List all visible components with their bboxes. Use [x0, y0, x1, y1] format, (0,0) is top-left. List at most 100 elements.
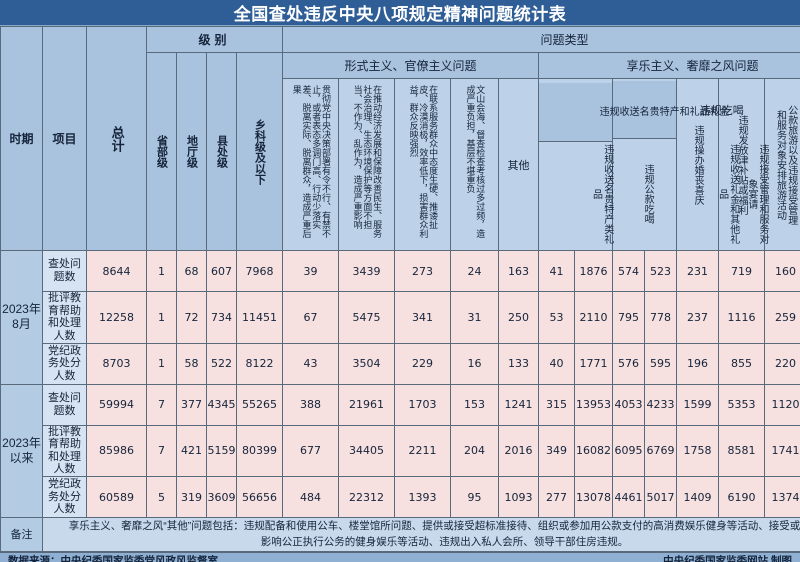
data-cell: 13953 — [574, 383, 614, 426]
data-cell: 3439 — [338, 250, 396, 292]
data-cell: 133 — [498, 342, 540, 385]
data-cell: 7 — [146, 424, 177, 478]
table-container: 时期 项目 总计 级别 问题类型 省部级 — [0, 26, 800, 552]
data-cell: 1741 — [764, 424, 800, 478]
data-cell: 5475 — [338, 291, 396, 344]
header-item: 项目 — [42, 26, 87, 251]
header-level-county: 县处级 — [206, 52, 237, 251]
data-cell: 734 — [206, 291, 237, 344]
data-cell: 595 — [644, 342, 678, 385]
data-cell: 421 — [176, 424, 207, 478]
header-col-travel: 公款旅游以及违规接受管理和服务对象安排旅游活动 — [764, 78, 800, 251]
data-cell: 34405 — [338, 424, 396, 478]
data-cell: 231 — [676, 250, 720, 292]
data-cell: 574 — [612, 250, 646, 292]
data-cell: 160 — [764, 250, 800, 292]
header-row-subgroups: 省部级 地厅级 县处级 乡科级及以下 形式主义、官僚主义问题 享乐主义、奢靡之风… — [1, 52, 800, 251]
page-title-bar: 全国查处违反中央八项规定精神问题统计表 — [0, 0, 800, 26]
table-row: 2023年8月 查处问题数 8644 1 68 607 7968 39 3439 273 24 163… — [0, 250, 800, 385]
header-col-formalism-3: 在联系服务群众中态度生硬、推诿扯皮、冷漠消极，效率低下，损害群众利益，群众反映强… — [394, 78, 452, 251]
footer-credit: 中央纪委国家监委网站 制图 — [663, 554, 792, 562]
header-problem-type-group: 问题类型 — [282, 26, 800, 53]
data-cell: 259 — [764, 291, 800, 344]
remarks-row: 备注 享乐主义、奢靡之风“其他”问题包括：违规配备和使用公车、楼堂馆所问题、提供… — [0, 517, 800, 552]
data-cell: 41 — [538, 250, 576, 292]
table-row: 批评教育帮助和处理人数 85986 7 421 5159 80399 677 34405 221… — [1, 424, 800, 478]
data-cell: 1374 — [764, 476, 800, 519]
data-cell: 8703 — [86, 342, 147, 385]
data-cell: 7 — [146, 383, 177, 426]
data-cell: 319 — [176, 476, 207, 519]
data-cell: 55265 — [235, 383, 284, 426]
data-cell: 1771 — [574, 342, 614, 385]
data-cell: 6095 — [612, 424, 646, 478]
table-row: 党纪政务处分人数 8703 1 58 522 8122 43 3504 229 16 133 40 17… — [1, 342, 800, 385]
data-cell: 8581 — [718, 424, 766, 478]
data-cell: 250 — [498, 291, 540, 344]
data-cell: 4461 — [612, 476, 646, 519]
data-cell: 153 — [450, 383, 500, 426]
data-cell: 719 — [718, 250, 766, 292]
data-cell: 1116 — [718, 291, 766, 344]
data-cell: 1 — [146, 291, 177, 344]
data-cell: 5353 — [718, 383, 766, 426]
header-col-public-dining: 违规公款吃喝 — [613, 138, 684, 249]
header-row-groups: 时期 项目 总计 级别 问题类型 — [0, 26, 800, 251]
header-hedonism-group: 享乐主义、奢靡之风问题 — [538, 52, 800, 79]
data-cell: 349 — [538, 424, 576, 478]
data-cell: 5159 — [206, 424, 237, 478]
data-cell: 229 — [394, 342, 452, 385]
data-cell: 21961 — [338, 383, 396, 426]
row-label: 党纪政务处分人数 — [42, 342, 87, 385]
data-cell: 522 — [206, 342, 237, 385]
row-label: 查处问题数 — [42, 383, 87, 426]
data-cell: 196 — [676, 342, 720, 385]
data-cell: 576 — [612, 342, 646, 385]
data-cell: 778 — [644, 291, 678, 344]
data-cell: 1876 — [574, 250, 614, 292]
data-cell: 163 — [498, 250, 540, 292]
data-cell: 4345 — [206, 383, 237, 426]
data-cell: 341 — [394, 291, 452, 344]
remarks-text: 享乐主义、奢靡之风“其他”问题包括：违规配备和使用公车、楼堂馆所问题、提供或接受… — [41, 517, 800, 552]
data-cell: 22312 — [338, 476, 396, 519]
footer-bar: 数据来源：中央纪委国家监委党风政风监督室 中央纪委国家监委网站 制图 — [0, 551, 800, 562]
data-cell: 56656 — [235, 476, 284, 519]
data-cell: 3504 — [338, 342, 396, 385]
data-cell: 388 — [282, 383, 340, 426]
table-body: 2023年8月 查处问题数 8644 1 68 607 7968 39 3439 273 24 163… — [0, 250, 800, 519]
data-cell: 6769 — [644, 424, 678, 478]
table-row: 党纪政务处分人数 60589 5 319 3609 56656 484 22312 1393 95… — [1, 476, 800, 519]
statistics-table: 时期 项目 总计 级别 问题类型 省部级 — [0, 26, 800, 552]
data-cell: 53 — [538, 291, 576, 344]
data-cell: 277 — [538, 476, 576, 519]
header-col-formalism-2: 在推动经济发展和保障改善民生、服务社会治理、生态环境保护等方面不担当、不作为、乱… — [338, 78, 396, 251]
header-col-formalism-other: 其他 — [498, 78, 540, 251]
header-total: 总计 — [86, 26, 147, 251]
data-cell: 1093 — [498, 476, 540, 519]
data-cell: 1 — [146, 250, 177, 292]
data-cell: 24 — [450, 250, 500, 292]
data-cell: 8122 — [235, 342, 284, 385]
data-cell: 68 — [176, 250, 207, 292]
header-group-gifts: 违规收送名贵特产和礼品礼金 违规收送名贵特产类礼品 违规收送礼金和其他礼品 — [538, 78, 791, 251]
row-label: 查处问题数 — [42, 250, 87, 292]
data-cell: 85986 — [86, 424, 147, 478]
data-cell: 2016 — [498, 424, 540, 478]
table-row: 批评教育帮助和处理人数 12258 1 72 734 11451 67 5475 341 31 25… — [1, 291, 800, 344]
data-cell: 204 — [450, 424, 500, 478]
data-cell: 80399 — [235, 424, 284, 478]
data-cell: 8644 — [86, 250, 147, 292]
data-cell: 5017 — [644, 476, 678, 519]
data-cell: 1758 — [676, 424, 720, 478]
data-cell: 237 — [676, 291, 720, 344]
data-cell: 315 — [538, 383, 576, 426]
remarks-label: 备注 — [0, 517, 43, 552]
data-cell: 1 — [146, 342, 177, 385]
data-cell: 12258 — [86, 291, 147, 344]
data-cell: 4053 — [612, 383, 646, 426]
header-group-dining: 违规吃喝 违规公款吃喝 违规接受管理和服务对象宴请 — [612, 78, 800, 251]
header-formalism-group: 形式主义、官僚主义问题 — [282, 52, 540, 79]
footer-source: 数据来源：中央纪委国家监委党风政风监督室 — [8, 554, 218, 562]
